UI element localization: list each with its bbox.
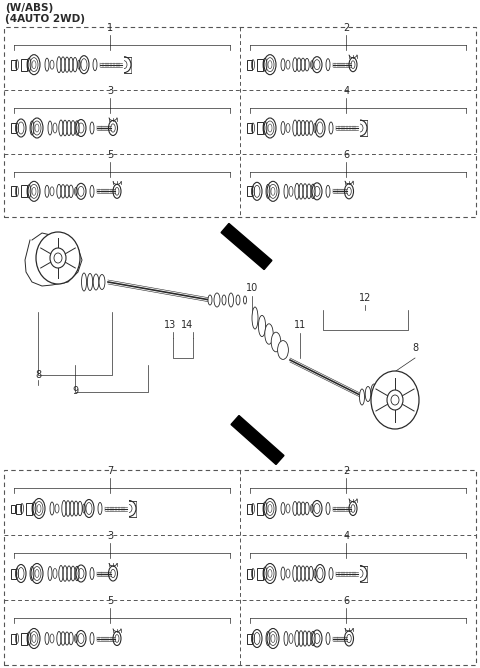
Text: (4AUTO 2WD): (4AUTO 2WD) — [5, 14, 85, 24]
Bar — [247, 186, 252, 196]
Ellipse shape — [371, 371, 419, 429]
Bar — [11, 633, 16, 643]
Bar — [247, 123, 252, 133]
Text: 14: 14 — [181, 320, 193, 330]
Text: (W/ABS): (W/ABS) — [5, 3, 53, 13]
Ellipse shape — [371, 384, 377, 398]
Text: 5: 5 — [107, 150, 113, 160]
Bar — [26, 502, 32, 514]
Polygon shape — [231, 415, 284, 464]
Bar — [21, 59, 27, 71]
Ellipse shape — [243, 296, 247, 304]
Ellipse shape — [258, 315, 265, 337]
Text: 3: 3 — [107, 86, 113, 96]
Ellipse shape — [50, 248, 66, 268]
Ellipse shape — [222, 295, 226, 305]
Bar — [247, 59, 252, 69]
Ellipse shape — [82, 273, 86, 291]
Text: 8: 8 — [35, 370, 41, 380]
Text: 5: 5 — [107, 596, 113, 606]
Bar — [16, 504, 21, 514]
Ellipse shape — [236, 295, 240, 305]
Text: 9: 9 — [72, 386, 78, 396]
Bar — [11, 59, 16, 69]
Text: 11: 11 — [294, 320, 306, 330]
Bar — [257, 568, 263, 580]
Bar — [4, 470, 476, 665]
Bar — [11, 123, 16, 133]
Text: 10: 10 — [246, 283, 258, 293]
Ellipse shape — [208, 295, 212, 305]
Bar — [247, 568, 252, 578]
Bar — [21, 185, 27, 197]
Ellipse shape — [252, 307, 258, 329]
Text: 1: 1 — [107, 23, 113, 33]
Text: 8: 8 — [412, 343, 418, 353]
Polygon shape — [221, 224, 272, 270]
Bar — [4, 27, 476, 217]
Text: 6: 6 — [343, 150, 349, 160]
Polygon shape — [25, 233, 82, 286]
Ellipse shape — [365, 387, 371, 401]
Bar — [11, 504, 15, 512]
Bar — [247, 504, 252, 514]
Bar — [257, 502, 263, 514]
Bar — [247, 633, 252, 643]
Ellipse shape — [214, 293, 220, 307]
Ellipse shape — [228, 293, 233, 307]
Bar — [11, 568, 16, 578]
Ellipse shape — [99, 275, 105, 289]
Bar — [21, 633, 27, 645]
Text: 13: 13 — [164, 320, 176, 330]
Text: 2: 2 — [343, 23, 349, 33]
Text: 7: 7 — [107, 466, 113, 476]
Ellipse shape — [387, 390, 403, 410]
Ellipse shape — [87, 273, 93, 291]
Ellipse shape — [377, 381, 383, 395]
Ellipse shape — [265, 324, 273, 344]
Bar — [11, 186, 16, 196]
Text: 3: 3 — [107, 531, 113, 541]
Text: 4: 4 — [343, 531, 349, 541]
Text: 6: 6 — [343, 596, 349, 606]
Bar — [257, 59, 263, 71]
Text: 4: 4 — [343, 86, 349, 96]
Text: 12: 12 — [359, 293, 371, 303]
Text: 2: 2 — [343, 466, 349, 476]
Ellipse shape — [277, 341, 288, 359]
Ellipse shape — [93, 274, 99, 290]
Bar — [257, 122, 263, 134]
Ellipse shape — [271, 332, 281, 352]
Ellipse shape — [360, 389, 364, 405]
Ellipse shape — [36, 232, 80, 284]
